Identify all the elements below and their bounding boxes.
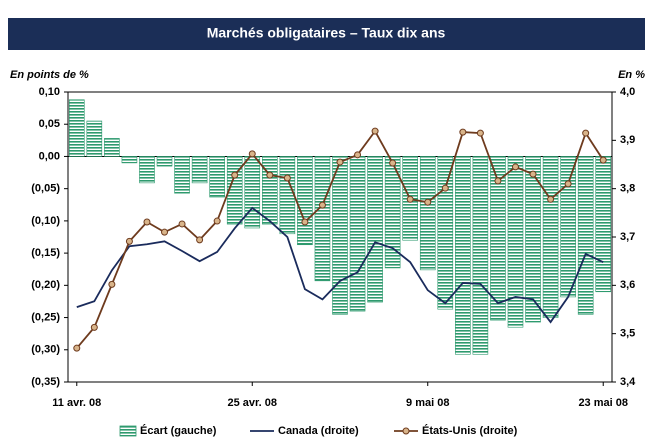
marker (161, 228, 169, 236)
y-tick-label: (0,30) (31, 344, 60, 356)
y2-tick-label: 3,4 (620, 376, 636, 388)
title-bar (8, 18, 645, 50)
y2-tick-label: 4,0 (620, 86, 635, 98)
y-tick-label: (0,05) (31, 183, 60, 195)
bar (437, 156, 454, 310)
chart-title: Marchés obligataires – Taux dix ans (207, 25, 446, 41)
legend-label: Écart (gauche) (140, 424, 217, 437)
bar (542, 156, 559, 318)
bar (297, 156, 313, 246)
x-tick-label: 11 avr. 08 (52, 397, 101, 409)
marker (90, 323, 98, 331)
y-tick-label: (0,35) (31, 376, 60, 388)
legend-label: Canada (droite) (278, 425, 359, 437)
legend-label: États-Unis (droite) (422, 424, 518, 437)
legend-marker (402, 427, 410, 435)
marker (178, 220, 186, 228)
y-tick-label: (0,10) (31, 215, 60, 227)
bar (68, 99, 85, 157)
marker (248, 150, 256, 158)
y-tick-label: 0,10 (39, 86, 60, 98)
marker (125, 237, 133, 245)
marker (213, 217, 221, 225)
bar (577, 156, 594, 315)
marker (73, 344, 81, 352)
bar (121, 156, 138, 164)
bar (156, 156, 173, 167)
line (76, 206, 604, 324)
marker (529, 170, 537, 178)
bar (191, 156, 208, 184)
y2-tick-label: 3,5 (620, 328, 635, 340)
y-tick-label: (0,25) (31, 311, 60, 323)
marker (406, 195, 414, 203)
marker (266, 171, 274, 179)
marker (424, 198, 432, 206)
marker (231, 171, 239, 179)
marker (371, 127, 379, 135)
marker (459, 128, 467, 136)
bar (349, 156, 366, 312)
y-tick-label: (0,20) (31, 279, 60, 291)
bar (507, 156, 524, 328)
marker (336, 158, 344, 166)
marker (354, 151, 362, 159)
y2-tick-label: 3,6 (620, 279, 635, 291)
bar (595, 156, 612, 293)
bar (279, 156, 296, 235)
bar (104, 138, 120, 157)
bar (560, 156, 576, 298)
bar (490, 156, 506, 321)
y2-tick-label: 3,7 (620, 231, 635, 243)
bar (262, 156, 278, 225)
bar (472, 156, 489, 355)
y-axis-label: En points de % (10, 69, 89, 81)
marker (143, 218, 151, 226)
x-tick-label: 9 mai 08 (406, 397, 449, 409)
marker (196, 236, 204, 244)
x-tick-label: 23 mai 08 (578, 397, 628, 409)
marker (301, 218, 309, 226)
bar (314, 156, 331, 282)
y2-tick-label: 3,8 (620, 183, 635, 195)
marker (599, 156, 607, 164)
bar (455, 156, 471, 355)
marker (389, 159, 397, 167)
legend-swatch (119, 425, 137, 437)
bar (332, 156, 348, 315)
marker (441, 184, 449, 192)
bar (244, 156, 261, 229)
y2-tick-label: 3,9 (620, 134, 635, 146)
bar (384, 156, 401, 269)
marker (582, 129, 590, 137)
bar (367, 156, 383, 303)
y-tick-label: (0,15) (31, 247, 60, 259)
marker (511, 163, 519, 171)
bar (525, 156, 541, 323)
marker (476, 129, 484, 137)
marker (494, 177, 502, 185)
bar (86, 120, 103, 157)
marker (318, 201, 326, 209)
marker (547, 195, 555, 203)
x-tick-label: 25 avr. 08 (227, 397, 277, 409)
bar (209, 156, 225, 198)
marker (283, 174, 291, 182)
bar (226, 156, 243, 225)
bar (174, 156, 190, 194)
marker (108, 280, 116, 288)
bar (139, 156, 155, 184)
bar (419, 156, 436, 271)
marker (564, 180, 572, 188)
y-tick-label: 0,05 (39, 118, 60, 130)
y2-axis-label: En % (618, 69, 645, 81)
y-tick-label: 0,00 (39, 150, 60, 162)
